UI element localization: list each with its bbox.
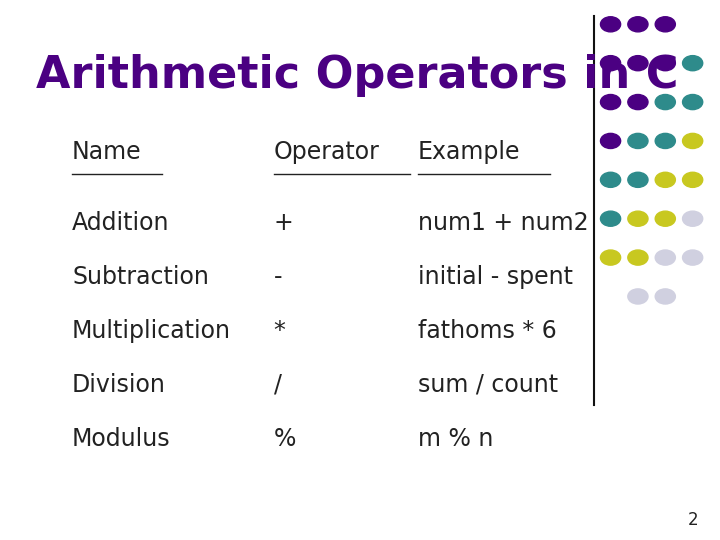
Circle shape (655, 289, 675, 304)
Text: Division: Division (72, 373, 166, 396)
Text: Arithmetic Operators in C: Arithmetic Operators in C (36, 54, 678, 97)
Text: +: + (274, 211, 293, 234)
Circle shape (628, 17, 648, 32)
Circle shape (683, 94, 703, 110)
Circle shape (655, 133, 675, 148)
Text: -: - (274, 265, 282, 288)
Text: Subtraction: Subtraction (72, 265, 209, 288)
Text: Multiplication: Multiplication (72, 319, 231, 342)
Text: fathoms * 6: fathoms * 6 (418, 319, 557, 342)
Circle shape (600, 133, 621, 148)
Circle shape (628, 289, 648, 304)
Circle shape (655, 17, 675, 32)
Text: /: / (274, 373, 282, 396)
Circle shape (628, 211, 648, 226)
Text: %: % (274, 427, 296, 450)
Circle shape (628, 56, 648, 71)
Text: Addition: Addition (72, 211, 169, 234)
Circle shape (655, 250, 675, 265)
Text: Modulus: Modulus (72, 427, 171, 450)
Text: m % n: m % n (418, 427, 493, 450)
Text: 2: 2 (688, 511, 698, 529)
Circle shape (600, 172, 621, 187)
Circle shape (683, 172, 703, 187)
Circle shape (683, 211, 703, 226)
Circle shape (628, 250, 648, 265)
Circle shape (655, 94, 675, 110)
Circle shape (655, 56, 675, 71)
Circle shape (628, 172, 648, 187)
Text: *: * (274, 319, 285, 342)
Text: sum / count: sum / count (418, 373, 558, 396)
Text: initial - spent: initial - spent (418, 265, 572, 288)
Text: Operator: Operator (274, 140, 379, 164)
Circle shape (600, 211, 621, 226)
Text: Name: Name (72, 140, 142, 164)
Circle shape (600, 17, 621, 32)
Circle shape (628, 94, 648, 110)
Circle shape (655, 211, 675, 226)
Text: Example: Example (418, 140, 520, 164)
Circle shape (628, 133, 648, 148)
Circle shape (600, 94, 621, 110)
Circle shape (683, 133, 703, 148)
Circle shape (683, 56, 703, 71)
Circle shape (655, 172, 675, 187)
Text: num1 + num2: num1 + num2 (418, 211, 588, 234)
Circle shape (683, 250, 703, 265)
Circle shape (600, 56, 621, 71)
Circle shape (600, 250, 621, 265)
